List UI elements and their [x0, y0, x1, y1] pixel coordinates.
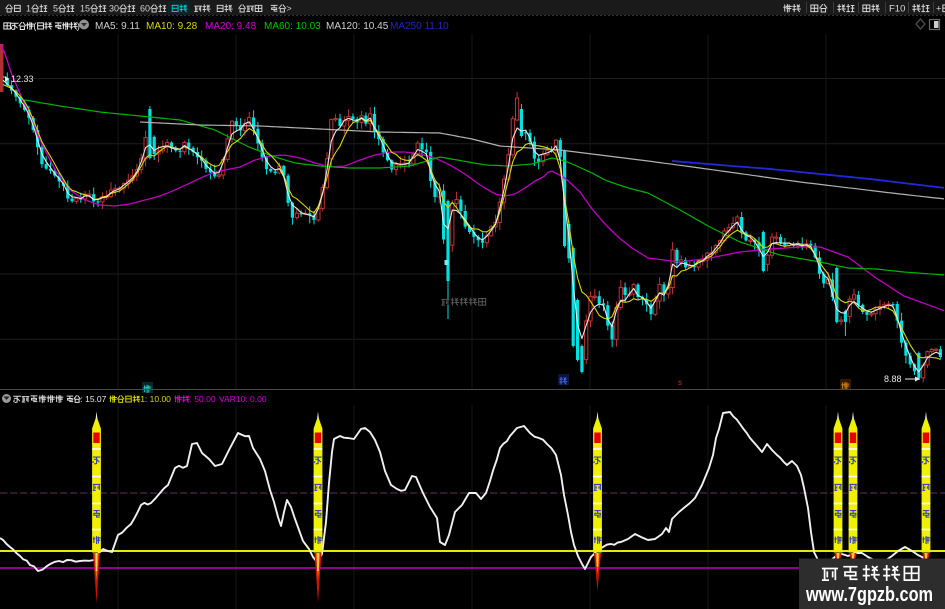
svg-text:12.33: 12.33 — [11, 74, 34, 84]
svg-text:MA250 11.10: MA250 11.10 — [390, 21, 449, 32]
svg-text:>: > — [286, 4, 291, 14]
svg-text:MA10: 9.28: MA10: 9.28 — [146, 21, 198, 32]
svg-text:VAR10: 0.00: VAR10: 0.00 — [219, 394, 267, 404]
svg-text:60: 60 — [140, 4, 150, 14]
svg-text:1: 1 — [26, 4, 31, 14]
svg-text:1: 10.00: 1: 10.00 — [140, 394, 171, 404]
svg-text:MA20: 9.48: MA20: 9.48 — [205, 21, 257, 32]
svg-text:8.88: 8.88 — [884, 374, 902, 384]
svg-text:MA60: 10.03: MA60: 10.03 — [264, 21, 321, 32]
svg-text:+: + — [936, 4, 942, 15]
svg-text:F10: F10 — [889, 4, 905, 15]
svg-text:5: 5 — [53, 4, 58, 14]
svg-text:: 50.00: : 50.00 — [190, 394, 216, 404]
svg-text:15: 15 — [80, 4, 90, 14]
svg-text:): ) — [77, 21, 80, 31]
svg-text:MA120: 10.45: MA120: 10.45 — [326, 21, 389, 32]
svg-text:30: 30 — [109, 4, 119, 14]
svg-text:s: s — [678, 378, 682, 387]
svg-text:MA5: 9.11: MA5: 9.11 — [95, 21, 140, 32]
svg-text:: 15.07: : 15.07 — [80, 394, 106, 404]
svg-text:(: ( — [33, 21, 36, 31]
svg-text:www.7gpzb.com: www.7gpzb.com — [805, 584, 933, 606]
